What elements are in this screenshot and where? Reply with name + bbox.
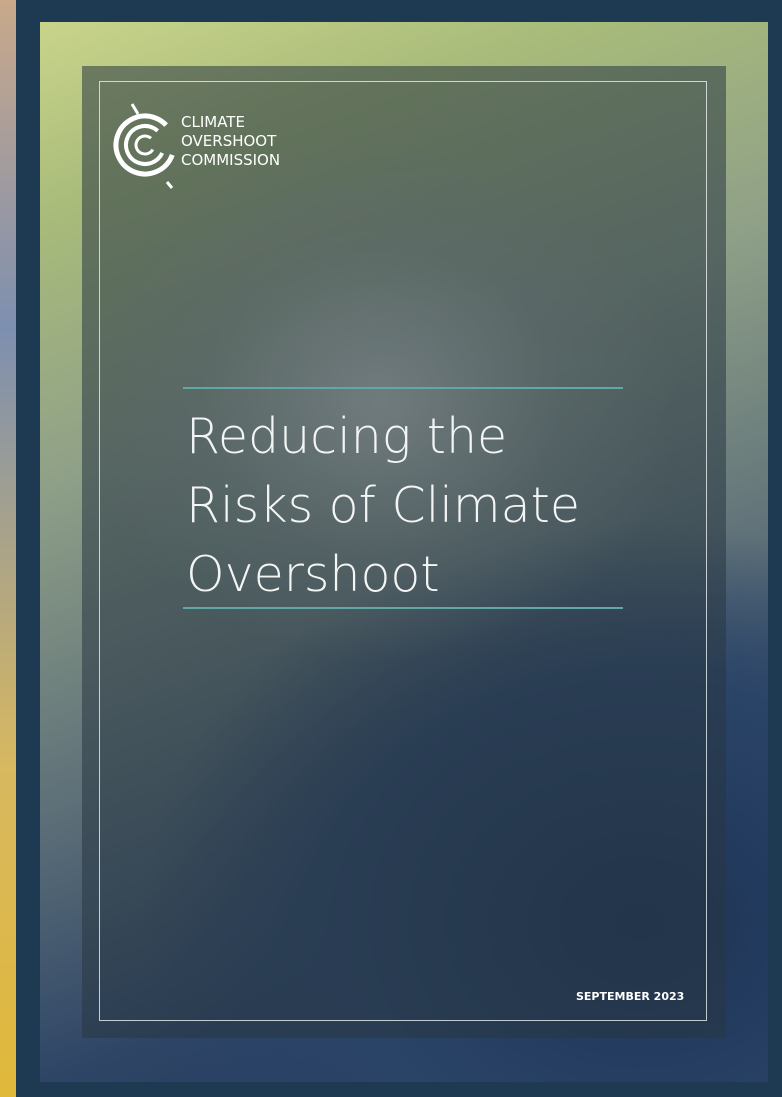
logo-line: COMMISSION (181, 151, 281, 169)
title-line: Risks of Climate (186, 477, 581, 534)
title: Reducing the Risks of Climate Overshoot (186, 402, 580, 609)
logo-icon (113, 103, 177, 189)
title-line: Reducing the (186, 408, 508, 465)
title-line: Overshoot (186, 546, 440, 603)
date: SEPTEMBER 2023 (576, 990, 685, 1003)
rule (183, 387, 623, 389)
logo-line: OVERSHOOT (181, 132, 277, 150)
inner-border (99, 81, 707, 1021)
rule (183, 607, 623, 609)
logo-line: CLIMATE (181, 113, 245, 131)
overlay-panel (82, 66, 726, 1038)
logo-text: CLIMATE OVERSHOOT COMMISSION (181, 113, 280, 170)
